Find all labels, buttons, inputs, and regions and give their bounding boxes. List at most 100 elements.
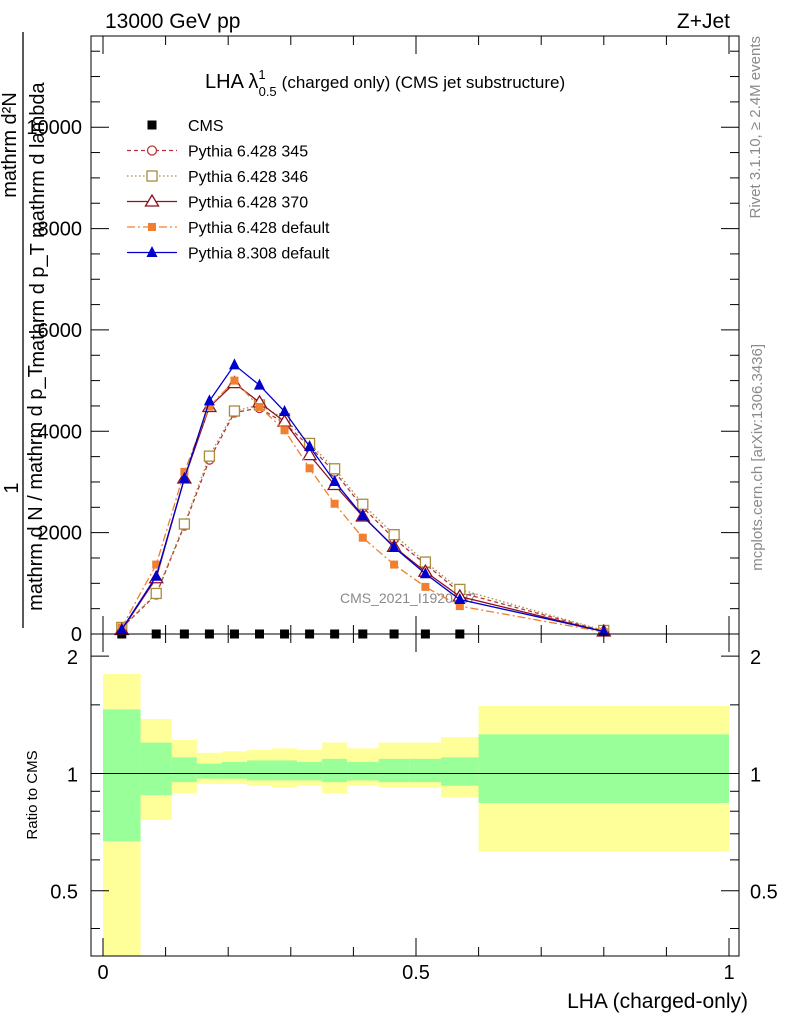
- data-point: [388, 540, 400, 552]
- legend-label: Pythia 6.428 345: [188, 144, 308, 161]
- uncertainty-band-inner: [378, 758, 410, 783]
- data-point: [255, 402, 264, 411]
- data-point: [390, 560, 399, 569]
- data-point: [230, 376, 239, 385]
- legend-marker: [147, 120, 157, 130]
- ratio-y-tick-label-right: 2: [750, 647, 761, 669]
- data-point: [419, 567, 431, 579]
- uncertainty-band-inner: [297, 762, 323, 781]
- ratio-y-tick-label-right: 0.5: [750, 882, 778, 904]
- uncertainty-band-inner: [140, 742, 172, 796]
- data-point: [455, 602, 464, 611]
- uncertainty-band-inner: [272, 760, 298, 781]
- uncertainty-band-inner: [221, 762, 247, 779]
- data-point: [279, 405, 291, 417]
- title-suffix: (charged only) (CMS jet substructure): [282, 73, 565, 92]
- uncertainty-band-inner: [441, 757, 479, 786]
- data-point: [178, 471, 190, 483]
- data-point: [301, 447, 318, 461]
- data-point: [178, 518, 191, 530]
- ylabel-frac-den: mathrm d p_T mathrm d lambda: [27, 81, 49, 367]
- legend-entry: Pythia 6.428 346: [127, 169, 308, 186]
- uncertainty-band-inner: [322, 758, 348, 783]
- data-point: [228, 405, 241, 417]
- data-point: [358, 533, 367, 542]
- series-line: [121, 407, 604, 632]
- legend-marker: [146, 145, 158, 156]
- header-right: Z+Jet: [677, 10, 730, 33]
- data-point: [328, 463, 341, 475]
- y-tick-label: 6000: [38, 320, 83, 342]
- data-point: [150, 587, 162, 600]
- ratio-y-tick-label: 0.5: [50, 882, 78, 904]
- data-point: [421, 582, 430, 591]
- y-tick-label: 2000: [38, 523, 83, 545]
- data-point: [357, 509, 369, 521]
- y-tick-label: 0: [71, 624, 82, 646]
- x-tick-label: 1: [723, 962, 734, 984]
- data-point: [280, 426, 289, 435]
- ratio-xtick-labels: 0 0.5 1: [97, 962, 734, 984]
- ylabel-bottom: mathrm d N / mathrm d p_T: [25, 365, 47, 611]
- y-tick-label: 4000: [38, 421, 83, 443]
- legend-entry: Pythia 6.428 345: [127, 144, 308, 161]
- data-point: [228, 358, 240, 370]
- data-point: [330, 499, 339, 508]
- side-text-rivet: Rivet 3.1.10, ≥ 2.4M events: [747, 36, 764, 219]
- legend-entry: CMS: [147, 118, 224, 135]
- data-point: [203, 450, 216, 462]
- data-point: [203, 394, 215, 406]
- x-tick-label: 0.5: [402, 962, 430, 984]
- uncertainty-band-inner: [409, 758, 442, 783]
- data-point: [357, 498, 369, 510]
- legend: CMS Pythia 6.428 345 Pythia 6.428 346 Pythi…: [127, 118, 330, 263]
- legend-label: CMS: [188, 118, 224, 135]
- ratio-panel: 0.5 0.5 1 1 2 2 0 0.5 1 Ratio to CMS LHA (charg…: [24, 633, 778, 1013]
- data-point: [329, 474, 341, 486]
- data-point: [305, 464, 314, 473]
- ratio-frame: [90, 633, 740, 957]
- y-tick-label: 8000: [38, 219, 83, 241]
- ratio-ytick-labels: 0.5 0.5 1 1 2 2: [50, 647, 778, 904]
- ratio-ylabel: Ratio to CMS: [24, 750, 41, 839]
- uncertainty-band-inner: [246, 760, 273, 781]
- uncertainty-band-inner: [347, 762, 379, 781]
- x-axis-label: LHA (charged-only): [567, 990, 748, 1013]
- data-point: [304, 439, 316, 451]
- data-point: [254, 378, 265, 390]
- title-main: LHA λ: [205, 71, 258, 93]
- legend-marker: [146, 246, 158, 257]
- legend-marker: [148, 223, 156, 231]
- ratio-ticks: [91, 634, 739, 956]
- series-line: [121, 363, 604, 633]
- uncertainty-band-inner: [171, 757, 197, 783]
- data-point: [152, 560, 161, 569]
- main-ylabel: 1 mathrm d N / mathrm d p_T mathrm d²N m…: [0, 32, 49, 628]
- data-point: [276, 413, 293, 427]
- ratio-y-tick-label: 1: [67, 764, 78, 786]
- legend-entry: Pythia 8.308 default: [127, 246, 330, 263]
- data-point: [598, 624, 610, 636]
- legend-entry: Pythia 6.428 370: [127, 193, 308, 212]
- series-line: [121, 379, 604, 633]
- legend-marker: [146, 170, 158, 182]
- data-point: [150, 569, 162, 581]
- series-5: [116, 358, 610, 636]
- watermark: CMS_2021_I1920187: [340, 590, 476, 606]
- chart-title: LHA λ1 0.5 (charged only) (CMS jet substru…: [205, 67, 565, 99]
- legend-entry: Pythia 6.428 default: [127, 220, 330, 237]
- ylabel-frac-num: mathrm d²N: [0, 92, 21, 198]
- uncertainty-band-inner: [196, 763, 222, 779]
- main-ytick-labels: 0 2000 4000 6000 8000 10000: [26, 117, 82, 646]
- side-text-mcplots: mcplots.cern.ch [arXiv:1306.3436]: [749, 344, 766, 571]
- legend-label: Pythia 6.428 default: [188, 220, 330, 237]
- main-ticks: [91, 36, 739, 635]
- ylabel-top: 1: [1, 482, 23, 493]
- legend-label: Pythia 6.428 370: [188, 195, 308, 212]
- legend-label: Pythia 6.428 346: [188, 169, 308, 186]
- legend-label: Pythia 8.308 default: [188, 246, 330, 263]
- ratio-y-tick-label: 2: [67, 647, 78, 669]
- header-left: 13000 GeV pp: [105, 10, 240, 33]
